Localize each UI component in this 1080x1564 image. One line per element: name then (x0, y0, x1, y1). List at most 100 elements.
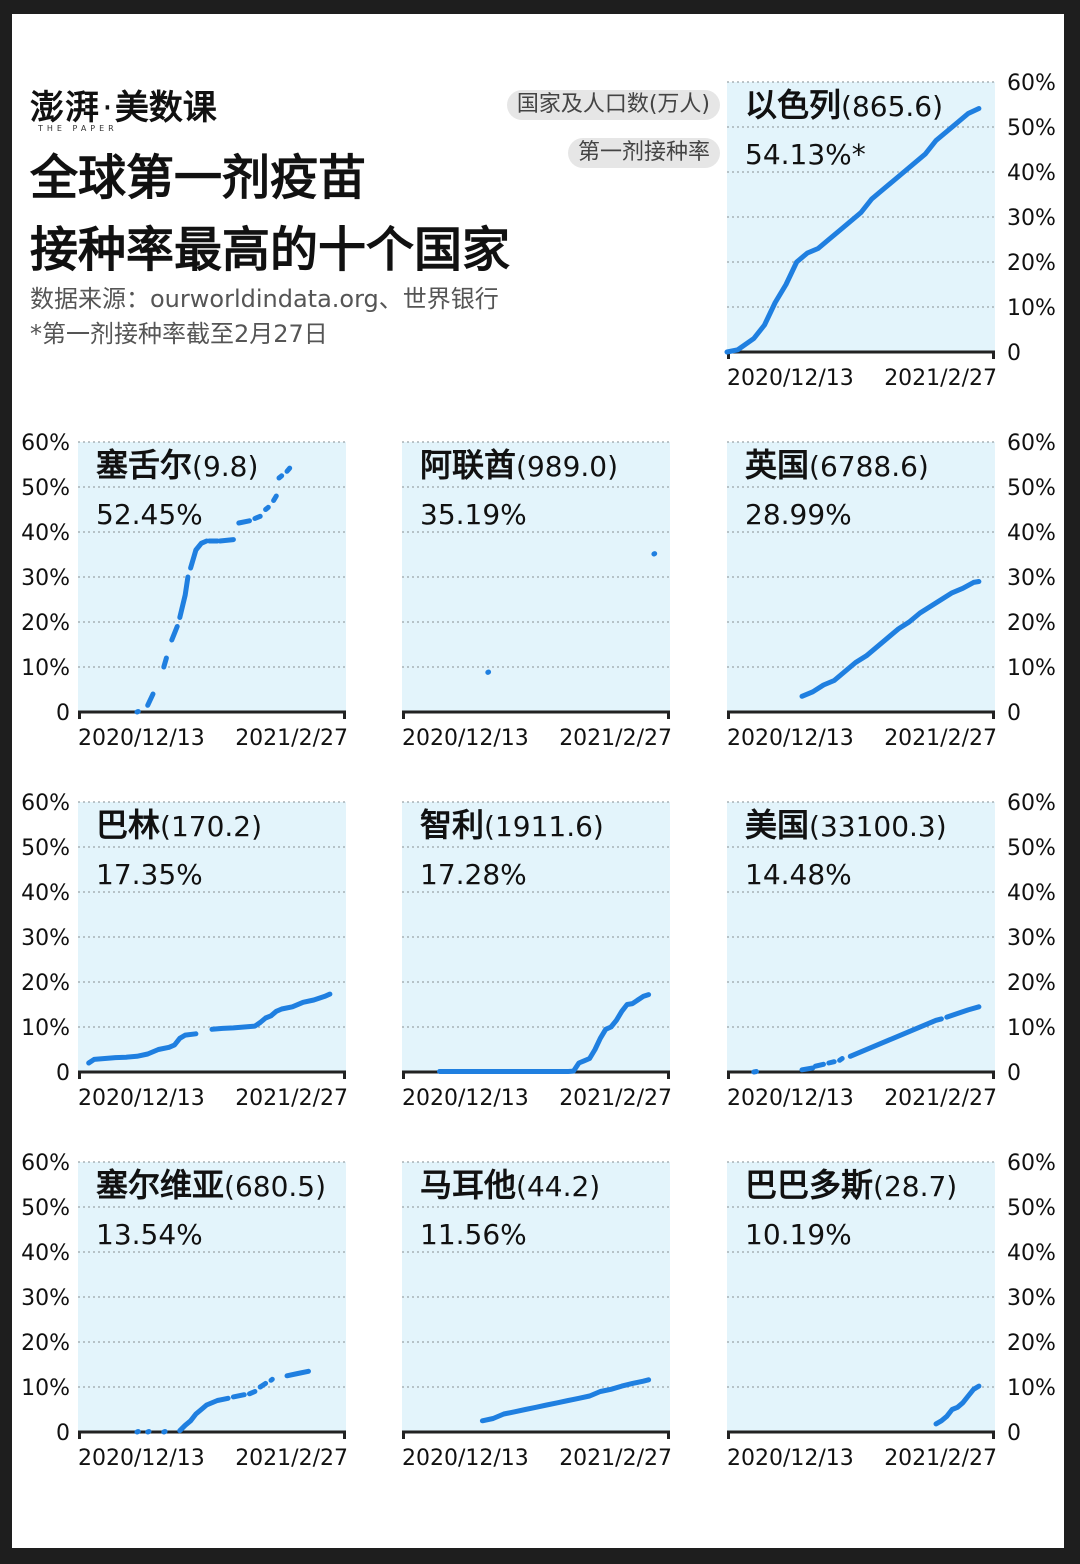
y-tick-label: 0 (1007, 341, 1021, 366)
series-line (847, 1016, 944, 1059)
series-line (188, 538, 210, 571)
panel-title: 以色列(865.6) (745, 86, 943, 124)
rate-label: 14.48% (745, 858, 852, 891)
y-tick-label: 40% (1007, 1241, 1056, 1266)
y-tick-label: 10% (1007, 296, 1056, 321)
logo-brand-text: 澎湃 (30, 88, 100, 128)
y-tick-label: 50% (1007, 116, 1056, 141)
series-line (837, 1056, 845, 1063)
y-tick-label: 50% (21, 1196, 70, 1221)
rate-label: 17.28% (420, 858, 527, 891)
x-tick-label: 2020/12/13 (78, 726, 205, 751)
series-line (86, 1031, 199, 1066)
panel-title: 阿联酋(989.0) (420, 446, 618, 484)
y-tick-label: 30% (1007, 206, 1056, 231)
country-name: 马耳他 (420, 1166, 516, 1204)
y-tick-label: 0 (1007, 1061, 1021, 1086)
y-tick-label: 40% (1007, 521, 1056, 546)
population-label: (9.8) (192, 450, 258, 483)
series-line (276, 473, 285, 481)
page-title: 全球第一剂疫苗 接种率最高的十个国家 (30, 142, 510, 286)
country-name: 阿联酋 (420, 446, 516, 484)
logo-tagline: THE PAPER (38, 124, 118, 133)
y-tick-label: 20% (1007, 611, 1056, 636)
y-tick-label: 0 (1007, 701, 1021, 726)
country-name: 以色列 (745, 86, 841, 124)
panel-background (402, 442, 670, 712)
panel-title: 英国(6788.6) (745, 446, 929, 484)
note-text: *第一剂接种率截至2月27日 (30, 320, 328, 348)
y-tick-label: 40% (21, 1241, 70, 1266)
series-line (271, 493, 279, 503)
panel-title: 塞舌尔(9.8) (96, 446, 258, 484)
series-line (799, 579, 982, 699)
title-line-1: 全球第一剂疫苗 (30, 150, 367, 206)
panel-background (727, 442, 995, 712)
series-line (284, 1368, 311, 1379)
series-line (236, 518, 252, 526)
y-tick-label: 20% (1007, 251, 1056, 276)
series-line (284, 465, 293, 474)
x-tick-label: 2021/2/27 (884, 726, 997, 751)
y-tick-label: 10% (1007, 1016, 1056, 1041)
series-line (230, 1392, 247, 1400)
population-label: (33100.3) (809, 810, 947, 843)
series-line (751, 1069, 759, 1075)
y-tick-label: 10% (21, 656, 70, 681)
population-label: (1911.6) (484, 810, 604, 843)
series-line (263, 504, 271, 512)
x-tick-label: 2021/2/27 (884, 366, 997, 391)
rate-label: 54.13%* (745, 138, 866, 171)
series-line (134, 1429, 141, 1435)
panel-title: 塞尔维亚(680.5) (96, 1166, 326, 1204)
x-tick-label: 2021/2/27 (884, 1086, 997, 1111)
logo-sub-text: 美数课 (114, 88, 217, 128)
source-text: 数据来源：ourworldindata.org、世界银行 (30, 285, 499, 313)
x-tick-label: 2020/12/13 (402, 1446, 529, 1471)
y-tick-label: 20% (21, 611, 70, 636)
series-line (177, 1395, 231, 1434)
y-tick-label: 30% (1007, 926, 1056, 951)
y-tick-label: 40% (1007, 161, 1056, 186)
y-tick-label: 20% (21, 1331, 70, 1356)
population-label: (28.7) (873, 1170, 957, 1203)
series-line (177, 574, 191, 620)
series-line (252, 513, 263, 521)
y-tick-label: 60% (21, 1151, 70, 1176)
x-tick-label: 2020/12/13 (78, 1446, 205, 1471)
y-tick-label: 60% (1007, 791, 1056, 816)
country-name: 巴林 (96, 806, 160, 844)
y-tick-label: 0 (1007, 1421, 1021, 1446)
rate-label: 11.56% (420, 1218, 527, 1251)
x-tick-label: 2020/12/13 (727, 726, 854, 751)
x-tick-label: 2020/12/13 (727, 366, 854, 391)
legend-rate-pill: 第一剂接种率 (567, 138, 720, 168)
panel-background (727, 1162, 995, 1432)
panel-background (78, 442, 346, 712)
series-line (145, 1429, 152, 1435)
panel-background (78, 1162, 346, 1432)
country-name: 巴巴多斯 (745, 1166, 873, 1204)
x-tick-label: 2021/2/27 (559, 1086, 672, 1111)
rate-label: 10.19% (745, 1218, 852, 1251)
y-tick-label: 20% (1007, 971, 1056, 996)
series-line (268, 1376, 275, 1383)
y-tick-label: 30% (21, 566, 70, 591)
brand-logo: 澎湃·美数课 THE PAPER (30, 80, 217, 144)
rate-label: 28.99% (745, 498, 852, 531)
y-tick-label: 0 (56, 1061, 70, 1086)
series-line (437, 992, 652, 1074)
legend-country-pop-pill: 国家及人口数(万人) (506, 90, 720, 120)
panel-title: 智利(1911.6) (420, 806, 604, 844)
country-name: 英国 (745, 446, 809, 484)
x-tick-label: 2021/2/27 (235, 726, 348, 751)
rate-label: 35.19% (420, 498, 527, 531)
series-line (944, 1004, 982, 1020)
y-tick-label: 30% (1007, 1286, 1056, 1311)
y-tick-label: 50% (1007, 836, 1056, 861)
title-line-2: 接种率最高的十个国家 (30, 222, 511, 278)
rate-label: 52.45% (96, 498, 203, 531)
y-tick-label: 10% (1007, 656, 1056, 681)
series-line (169, 624, 180, 643)
y-tick-label: 20% (1007, 1331, 1056, 1356)
